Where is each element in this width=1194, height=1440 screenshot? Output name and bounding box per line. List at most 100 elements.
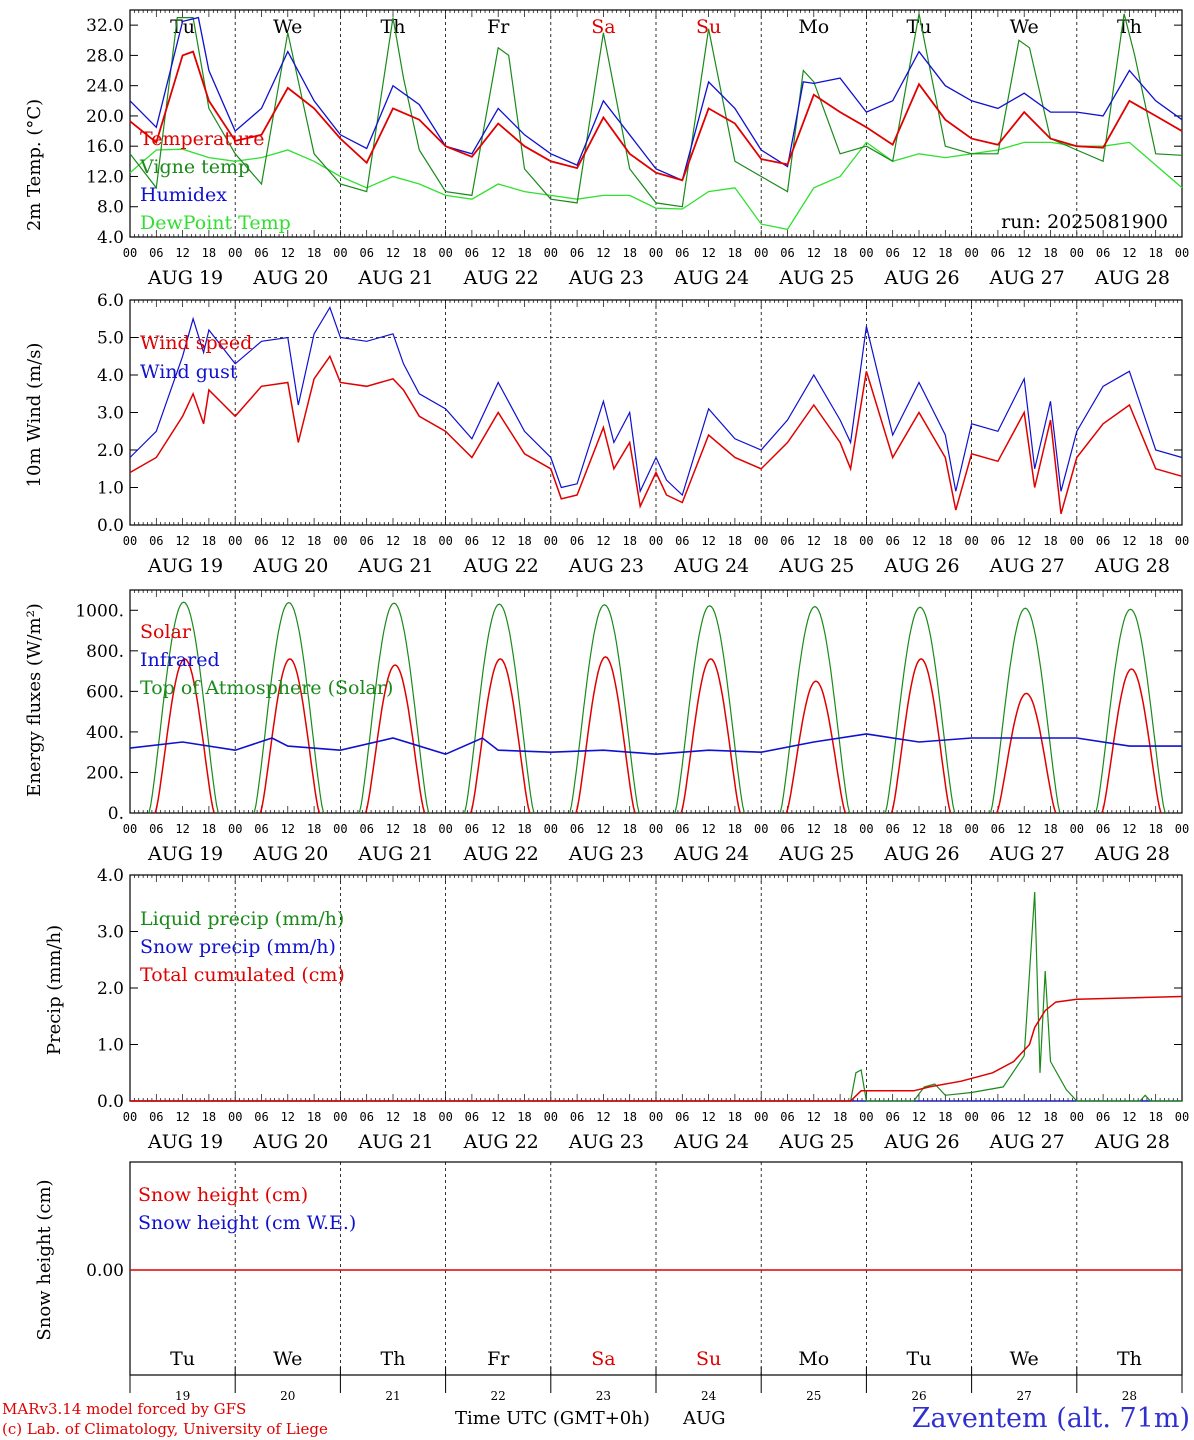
hour-label: 12 bbox=[596, 1110, 610, 1124]
series-dewpoint bbox=[129, 141, 1183, 231]
hour-label: 06 bbox=[149, 246, 163, 260]
hour-label: 06 bbox=[359, 246, 373, 260]
hour-label: 12 bbox=[491, 534, 505, 548]
hour-label: 18 bbox=[517, 822, 531, 836]
hour-label: 18 bbox=[517, 246, 531, 260]
hour-label: 06 bbox=[465, 534, 479, 548]
date-label: AUG 28 bbox=[1094, 267, 1170, 289]
y-tick-label: 4.0 bbox=[97, 366, 124, 386]
series-toa-solar bbox=[358, 602, 430, 814]
hour-label: 00 bbox=[859, 246, 873, 260]
series-toa-solar bbox=[1095, 608, 1166, 814]
hour-label: 00 bbox=[964, 1110, 978, 1124]
hour-label: 18 bbox=[622, 822, 636, 836]
hour-label: 06 bbox=[359, 822, 373, 836]
hour-label: 12 bbox=[491, 822, 505, 836]
hour-label: 12 bbox=[596, 534, 610, 548]
hour-label: 00 bbox=[228, 822, 242, 836]
hour-label: 06 bbox=[885, 822, 899, 836]
legend-entry: Snow height (cm W.E.) bbox=[138, 1212, 356, 1234]
legend-entry: Snow height (cm) bbox=[138, 1184, 308, 1206]
day-name-bottom: Tu bbox=[907, 1348, 932, 1370]
date-label: AUG 22 bbox=[463, 555, 539, 577]
y-tick-label: 20.0 bbox=[86, 107, 124, 127]
date-label: AUG 20 bbox=[252, 267, 328, 289]
y-tick-label: 12.0 bbox=[86, 167, 124, 187]
date-label: AUG 27 bbox=[989, 843, 1065, 865]
hour-label: 00 bbox=[544, 822, 558, 836]
day-name-bottom: Su bbox=[696, 1348, 721, 1370]
hour-label: 00 bbox=[333, 822, 347, 836]
series-liquid-precip bbox=[130, 891, 1182, 1102]
hour-label: 06 bbox=[254, 534, 268, 548]
date-label: AUG 24 bbox=[673, 1131, 749, 1153]
hour-label: 18 bbox=[412, 246, 426, 260]
hour-label: 00 bbox=[1070, 246, 1084, 260]
legend-entry: Liquid precip (mm/h) bbox=[140, 908, 344, 930]
y-tick-label: 200. bbox=[86, 763, 124, 783]
series-toa-solar bbox=[989, 607, 1061, 814]
y-tick-label: 0.0 bbox=[97, 1092, 124, 1112]
hour-label: 18 bbox=[833, 246, 847, 260]
hour-label: 12 bbox=[807, 822, 821, 836]
date-label: AUG 20 bbox=[252, 843, 328, 865]
hour-label: 18 bbox=[202, 822, 216, 836]
date-label: AUG 26 bbox=[883, 843, 959, 865]
hour-label: 12 bbox=[807, 534, 821, 548]
hour-label: 18 bbox=[412, 534, 426, 548]
date-label: AUG 22 bbox=[463, 1131, 539, 1153]
hour-label: 00 bbox=[649, 534, 663, 548]
hour-label: 00 bbox=[859, 534, 873, 548]
credit-line-1: MARv3.14 model forced by GFS bbox=[2, 1400, 246, 1418]
station-title: Zaventem (alt. 71m) bbox=[912, 1403, 1190, 1434]
hour-label: 00 bbox=[1175, 534, 1189, 548]
date-label: AUG 27 bbox=[989, 555, 1065, 577]
hour-label: 00 bbox=[1070, 534, 1084, 548]
series-solar bbox=[1101, 668, 1162, 814]
day-name: Mo bbox=[798, 16, 829, 38]
series-toa-solar bbox=[148, 601, 219, 814]
series-toa-solar bbox=[569, 604, 640, 814]
hour-label: 06 bbox=[1096, 246, 1110, 260]
day-name: We bbox=[273, 16, 302, 38]
legend-entry: Temperature bbox=[140, 128, 264, 150]
hour-label: 06 bbox=[1096, 534, 1110, 548]
y-tick-label: 0.00 bbox=[86, 1261, 124, 1281]
hour-label: 00 bbox=[754, 1110, 768, 1124]
day-name: Su bbox=[696, 16, 721, 38]
hour-label: 06 bbox=[885, 534, 899, 548]
series-toa-solar bbox=[253, 601, 325, 814]
hour-label: 06 bbox=[149, 1110, 163, 1124]
panel-3: 00 06 12 18 00 06 12 18 00 06 12 18 00 06 12 18 00 06 12 18… bbox=[24, 589, 1189, 865]
hour-label: 18 bbox=[307, 534, 321, 548]
date-label: AUG 28 bbox=[1094, 1131, 1170, 1153]
y-tick-label: 1.0 bbox=[97, 1036, 124, 1056]
series-total-cumulated bbox=[130, 995, 1183, 1102]
hour-label: 00 bbox=[438, 1110, 452, 1124]
series-wind-gust bbox=[129, 306, 1183, 497]
hour-label: 18 bbox=[938, 534, 952, 548]
y-tick-label: 3.0 bbox=[97, 923, 124, 943]
hour-label: 18 bbox=[1148, 246, 1162, 260]
y-tick-label: 24.0 bbox=[86, 77, 124, 97]
y-tick-label: 16.0 bbox=[86, 137, 124, 157]
hour-label: 12 bbox=[1122, 534, 1136, 548]
hour-label: 00 bbox=[964, 822, 978, 836]
y-tick-label: 6.0 bbox=[97, 291, 124, 311]
legend-entry: Snow precip (mm/h) bbox=[140, 936, 336, 958]
hour-label: 12 bbox=[807, 1110, 821, 1124]
series-vigne-temp bbox=[129, 13, 1183, 208]
hour-label: 12 bbox=[281, 1110, 295, 1124]
day-number: 27 bbox=[1017, 1389, 1032, 1403]
date-label: AUG 27 bbox=[989, 267, 1065, 289]
panel-4: 00 06 12 18 00 06 12 18 00 06 12 18 00 06 12 18 00 06 12 18… bbox=[44, 866, 1189, 1153]
date-label: AUG 21 bbox=[357, 843, 433, 865]
y-tick-label: 0. bbox=[108, 804, 124, 824]
hour-label: 18 bbox=[938, 822, 952, 836]
hour-label: 06 bbox=[1096, 822, 1110, 836]
hour-label: 12 bbox=[596, 822, 610, 836]
series-toa-solar bbox=[779, 605, 851, 814]
series-humidex bbox=[129, 16, 1183, 182]
day-number: 26 bbox=[911, 1389, 926, 1403]
